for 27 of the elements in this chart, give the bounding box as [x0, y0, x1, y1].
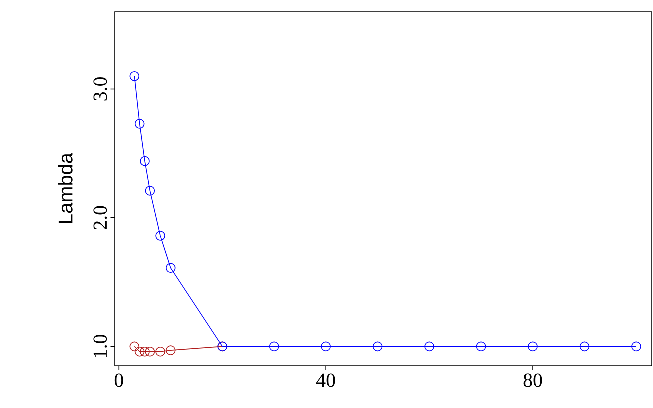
point: [269, 342, 280, 352]
point: [424, 342, 434, 352]
point: [580, 342, 590, 352]
y-axis-title: Lambda: [58, 153, 73, 224]
point: [145, 346, 156, 357]
x-tick-label: 80: [524, 374, 542, 388]
point: [140, 156, 150, 166]
point: [476, 342, 486, 352]
y-tick-label: 2.0: [94, 206, 108, 230]
y-tick-label: 3.0: [94, 78, 108, 101]
point: [166, 263, 176, 274]
point: [166, 346, 176, 356]
point: [130, 71, 140, 82]
point: [140, 346, 150, 357]
point: [156, 231, 166, 241]
point: [528, 342, 538, 352]
point: [134, 119, 145, 129]
x-tick-label: 0: [114, 374, 124, 388]
point: [321, 342, 331, 352]
point: [145, 186, 156, 196]
y-tick-label: 1.0: [94, 334, 108, 358]
point: [632, 342, 642, 352]
point: [156, 346, 166, 357]
point: [130, 342, 140, 352]
point: [372, 342, 383, 352]
point: [134, 346, 145, 357]
x-tick-label: 40: [316, 374, 336, 388]
